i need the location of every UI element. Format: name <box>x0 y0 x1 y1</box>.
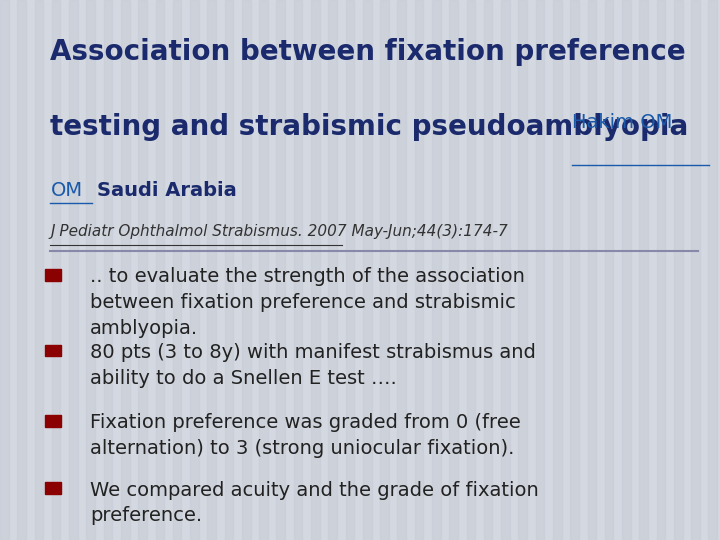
Text: 80 pts (3 to 8y) with manifest strabismus and
ability to do a Snellen E test ….: 80 pts (3 to 8y) with manifest strabismu… <box>90 343 536 388</box>
Bar <box>121 0 130 540</box>
Text: OM: OM <box>50 181 83 200</box>
Bar <box>657 0 665 540</box>
Bar <box>35 0 43 540</box>
Bar <box>708 0 717 540</box>
Bar <box>259 0 268 540</box>
Bar <box>467 0 475 540</box>
Bar <box>605 0 613 540</box>
Text: Association between fixation preference: Association between fixation preference <box>50 38 686 66</box>
Bar <box>225 0 233 540</box>
Bar <box>691 0 700 540</box>
Bar <box>86 0 95 540</box>
Bar <box>518 0 527 540</box>
Bar <box>346 0 354 540</box>
Bar <box>380 0 389 540</box>
Text: testing and strabismic pseudoamblyopia: testing and strabismic pseudoamblyopia <box>50 113 698 141</box>
Bar <box>588 0 596 540</box>
Bar <box>276 0 285 540</box>
Text: Saudi Arabia: Saudi Arabia <box>97 181 237 200</box>
Text: We compared acuity and the grade of fixation
preference.: We compared acuity and the grade of fixa… <box>90 481 539 525</box>
FancyBboxPatch shape <box>45 269 61 281</box>
FancyBboxPatch shape <box>45 415 61 427</box>
Bar <box>553 0 562 540</box>
Bar <box>484 0 492 540</box>
Bar <box>190 0 199 540</box>
Text: Hakim OM: Hakim OM <box>572 113 672 132</box>
Bar <box>138 0 147 540</box>
Text: J Pediatr Ophthalmol Strabismus. 2007 May-Jun;44(3):174-7: J Pediatr Ophthalmol Strabismus. 2007 Ma… <box>50 224 508 239</box>
Bar <box>173 0 181 540</box>
Bar <box>104 0 112 540</box>
Text: .. to evaluate the strength of the association
between fixation preference and s: .. to evaluate the strength of the assoc… <box>90 267 525 338</box>
Bar <box>363 0 372 540</box>
Bar <box>639 0 648 540</box>
Bar <box>622 0 631 540</box>
FancyBboxPatch shape <box>45 482 61 494</box>
FancyBboxPatch shape <box>45 345 61 356</box>
Bar <box>570 0 579 540</box>
Bar <box>69 0 78 540</box>
Bar <box>294 0 302 540</box>
Bar <box>432 0 441 540</box>
Bar <box>449 0 458 540</box>
Bar <box>17 0 26 540</box>
Bar <box>536 0 544 540</box>
Bar <box>415 0 423 540</box>
Bar <box>501 0 510 540</box>
Bar <box>242 0 251 540</box>
Bar <box>207 0 216 540</box>
Bar <box>52 0 60 540</box>
Bar <box>674 0 683 540</box>
Bar <box>397 0 406 540</box>
Bar <box>0 0 9 540</box>
Text: Fixation preference was graded from 0 (free
alternation) to 3 (strong uniocular : Fixation preference was graded from 0 (f… <box>90 413 521 458</box>
Bar <box>311 0 320 540</box>
Bar <box>328 0 337 540</box>
Bar <box>156 0 164 540</box>
